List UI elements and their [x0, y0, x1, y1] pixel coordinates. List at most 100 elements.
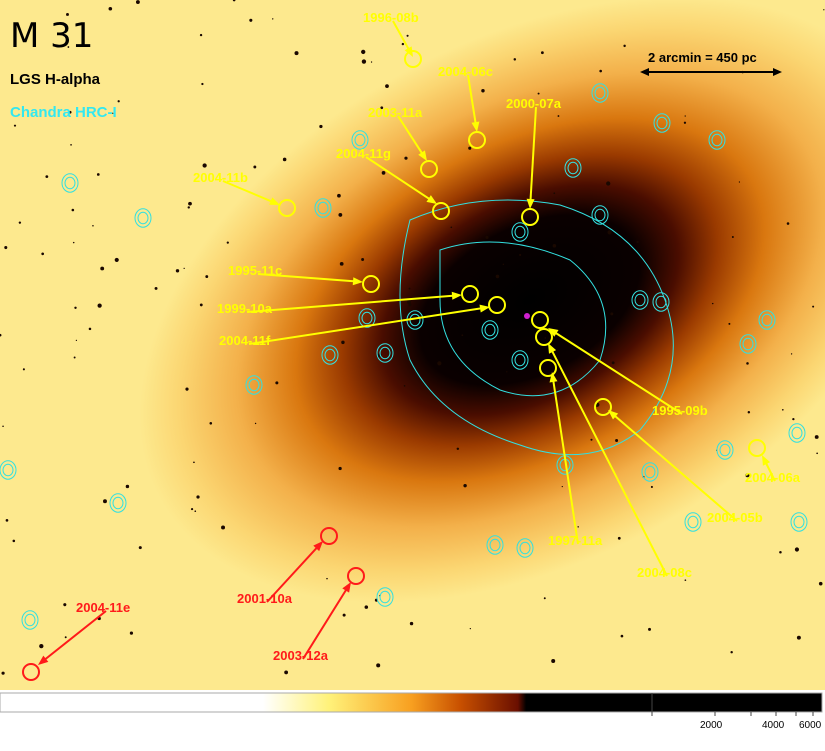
star [70, 144, 72, 146]
xray-contour [112, 496, 124, 510]
nova-marker [531, 311, 549, 329]
star [114, 257, 119, 262]
star [326, 577, 328, 580]
xray-contour [361, 311, 373, 325]
star [814, 435, 819, 439]
star [103, 499, 107, 504]
nova-label: 2004-11g [336, 146, 391, 161]
star [22, 368, 25, 371]
star [185, 387, 189, 391]
star [188, 201, 192, 206]
xray-contour [716, 440, 734, 460]
star [730, 650, 733, 654]
star [187, 206, 190, 209]
star [339, 261, 344, 266]
star [202, 163, 207, 168]
star [342, 613, 346, 617]
star [112, 112, 114, 114]
star [71, 208, 75, 212]
xray-contour [61, 173, 79, 193]
star [380, 106, 384, 110]
star [437, 361, 442, 366]
star [823, 9, 825, 11]
star [403, 385, 406, 387]
xray-contour [758, 310, 776, 330]
star [611, 361, 615, 365]
nova-label: 1999-10a [217, 301, 273, 316]
star [282, 157, 287, 162]
arrow-head-icon [352, 277, 363, 286]
star [481, 88, 485, 93]
nova-label: 2004-06a [745, 470, 801, 485]
arrow-head-icon [548, 343, 557, 354]
xray-contour [317, 201, 329, 215]
star [781, 408, 784, 411]
xray-contour [567, 161, 579, 175]
arrow-head-icon [548, 328, 559, 337]
star [88, 327, 92, 331]
xray-contour [481, 320, 499, 340]
nova-marker [404, 50, 422, 68]
xray-contour [761, 313, 773, 327]
colorbar-tick: 4000 [762, 720, 785, 731]
star [193, 461, 195, 464]
xray-contour [719, 443, 731, 457]
nova-label: 2004-08c [637, 565, 692, 580]
xray-contour [2, 463, 14, 477]
xray-contour [351, 130, 369, 150]
star [683, 121, 687, 124]
star [469, 627, 471, 630]
star [650, 485, 653, 488]
nova-label: 2004-06c [438, 64, 493, 79]
star [620, 634, 624, 638]
nova-label: 1996-08b [363, 10, 419, 25]
xray-contour [516, 538, 534, 558]
star [786, 222, 790, 225]
star [711, 302, 714, 305]
xray-contour [358, 308, 376, 328]
nova-label: 2003-11a [368, 105, 423, 120]
nova-arrow [248, 306, 485, 345]
nova-arrow [467, 74, 478, 127]
xray-contour [64, 176, 76, 190]
arrow-head-icon [418, 150, 427, 161]
star [67, 46, 70, 48]
star [408, 303, 412, 307]
star [175, 269, 180, 273]
xray-contour [486, 535, 504, 555]
star [1, 671, 5, 675]
nova-marker [461, 285, 479, 303]
xray-contour [0, 460, 17, 480]
xray-contour [634, 293, 646, 307]
nova-label: 1995-11c [228, 263, 282, 278]
star [543, 597, 546, 600]
nova-label: 2004-11e [76, 600, 130, 615]
arrow-head-icon [451, 291, 462, 300]
star [199, 33, 203, 37]
nova-arrow [529, 106, 537, 204]
xray-contour [708, 130, 726, 150]
nova-marker [594, 398, 612, 416]
star [796, 635, 801, 640]
star [294, 51, 299, 56]
arrow-head-icon [38, 655, 49, 665]
nova-marker [347, 567, 365, 585]
xray-contour [248, 378, 260, 392]
star [39, 643, 44, 649]
nova-label: 2004-11f [219, 333, 271, 348]
star [409, 621, 414, 626]
star [194, 510, 197, 513]
nova-arrow [551, 377, 579, 545]
star [361, 258, 365, 261]
xray-contour [376, 343, 394, 363]
star [319, 124, 323, 129]
xray-contour [591, 83, 609, 103]
star [92, 224, 94, 227]
star [275, 381, 279, 385]
xray-contour [24, 613, 36, 627]
star [12, 539, 16, 543]
star [615, 439, 619, 443]
star [495, 274, 500, 279]
